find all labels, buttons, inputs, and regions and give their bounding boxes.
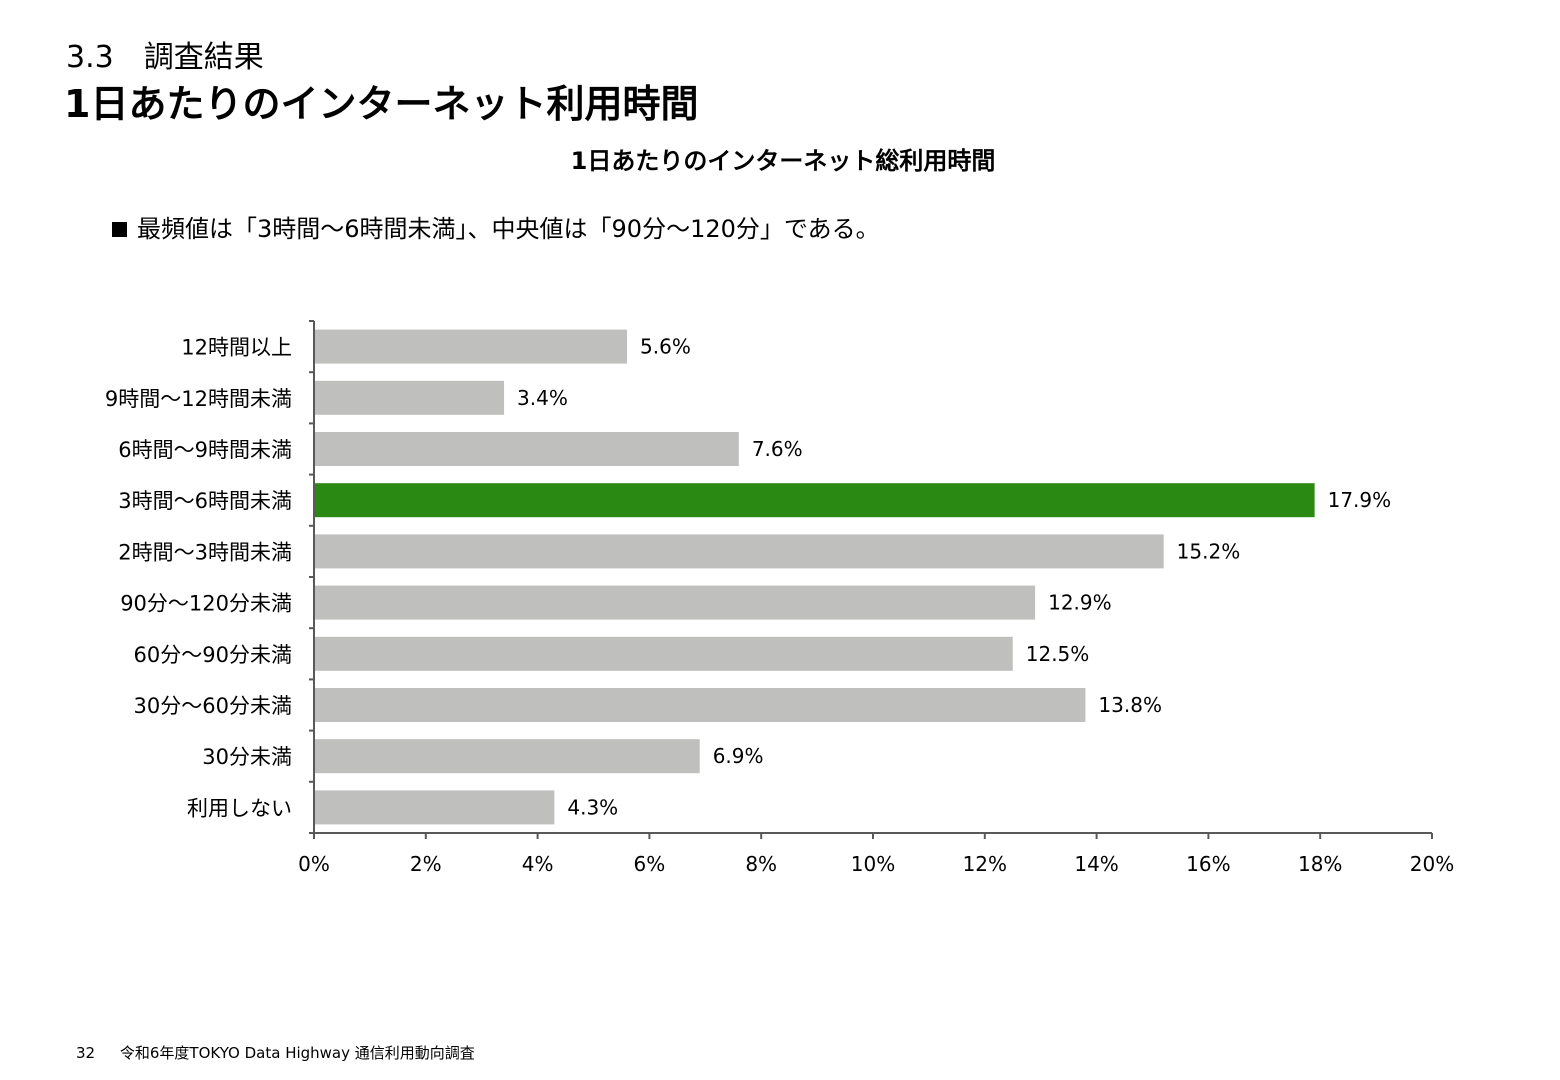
data-label: 6.9% xyxy=(713,744,764,768)
bullet-square-icon xyxy=(112,221,127,237)
data-label: 17.9% xyxy=(1328,488,1392,512)
data-label: 3.4% xyxy=(517,386,568,410)
bar xyxy=(314,483,1315,518)
data-label: 15.2% xyxy=(1177,539,1241,563)
x-tick-label: 18% xyxy=(1298,852,1342,876)
category-label: 9時間～12時間未満 xyxy=(105,387,292,411)
chart-title: 1日あたりのインターネット総利用時間 xyxy=(0,145,1560,177)
data-label: 4.3% xyxy=(567,795,618,819)
category-label: 30分～60分未満 xyxy=(134,694,292,718)
x-tick-label: 0% xyxy=(298,852,330,876)
data-label: 12.5% xyxy=(1026,642,1090,666)
x-tick-label: 16% xyxy=(1186,852,1230,876)
category-label: 60分～90分未満 xyxy=(134,643,292,667)
category-label: 30分未満 xyxy=(202,745,292,769)
x-tick-label: 20% xyxy=(1410,852,1454,876)
x-tick-label: 14% xyxy=(1074,852,1118,876)
x-tick-label: 2% xyxy=(410,852,442,876)
x-tick-label: 10% xyxy=(851,852,895,876)
page-number: 32 xyxy=(76,1044,96,1062)
bar xyxy=(314,688,1086,722)
data-label: 13.8% xyxy=(1098,693,1162,717)
bar xyxy=(314,739,700,774)
x-tick-label: 12% xyxy=(963,852,1007,876)
data-label: 5.6% xyxy=(640,335,691,359)
page-title: 1日あたりのインターネット利用時間 xyxy=(64,82,699,126)
bar xyxy=(314,585,1036,620)
bar xyxy=(314,636,1013,671)
section-number: 3.3 調査結果 xyxy=(66,40,264,75)
category-label: 6時間～9時間未満 xyxy=(118,438,292,462)
category-label: 12時間以上 xyxy=(181,336,292,360)
data-label: 7.6% xyxy=(752,437,803,461)
category-label: 2時間～3時間未満 xyxy=(118,540,292,564)
summary-text: 最頻値は「3時間～6時間未満」、中央値は「90分～120分」である。 xyxy=(137,215,880,243)
x-tick-label: 8% xyxy=(745,852,777,876)
category-label: 3時間～6時間未満 xyxy=(118,489,292,513)
category-label: 90分～120分未満 xyxy=(120,592,292,616)
chart-title-text: 1日あたりのインターネット総利用時間 xyxy=(570,147,996,175)
summary-bullet: 最頻値は「3時間～6時間未満」、中央値は「90分～120分」である。 xyxy=(112,212,880,246)
footer-source: 令和6年度TOKYO Data Highway 通信利用動向調査 xyxy=(119,1044,475,1062)
x-tick-label: 6% xyxy=(634,852,666,876)
category-label: 利用しない xyxy=(187,796,292,820)
bar-chart: 5.6% 12時間以上 3.4% 9時間～12時間未満 7.6% 6時間～9時間未満 17.… xyxy=(105,320,1454,876)
footer: 32 令和6年度TOKYO Data Highway 通信利用動向調査 xyxy=(76,1042,475,1064)
bar xyxy=(314,534,1164,569)
bar xyxy=(314,329,628,364)
data-label: 12.9% xyxy=(1048,591,1112,615)
bar xyxy=(314,790,555,825)
bar xyxy=(314,380,505,415)
x-tick-label: 4% xyxy=(522,852,554,876)
bar xyxy=(314,432,739,466)
